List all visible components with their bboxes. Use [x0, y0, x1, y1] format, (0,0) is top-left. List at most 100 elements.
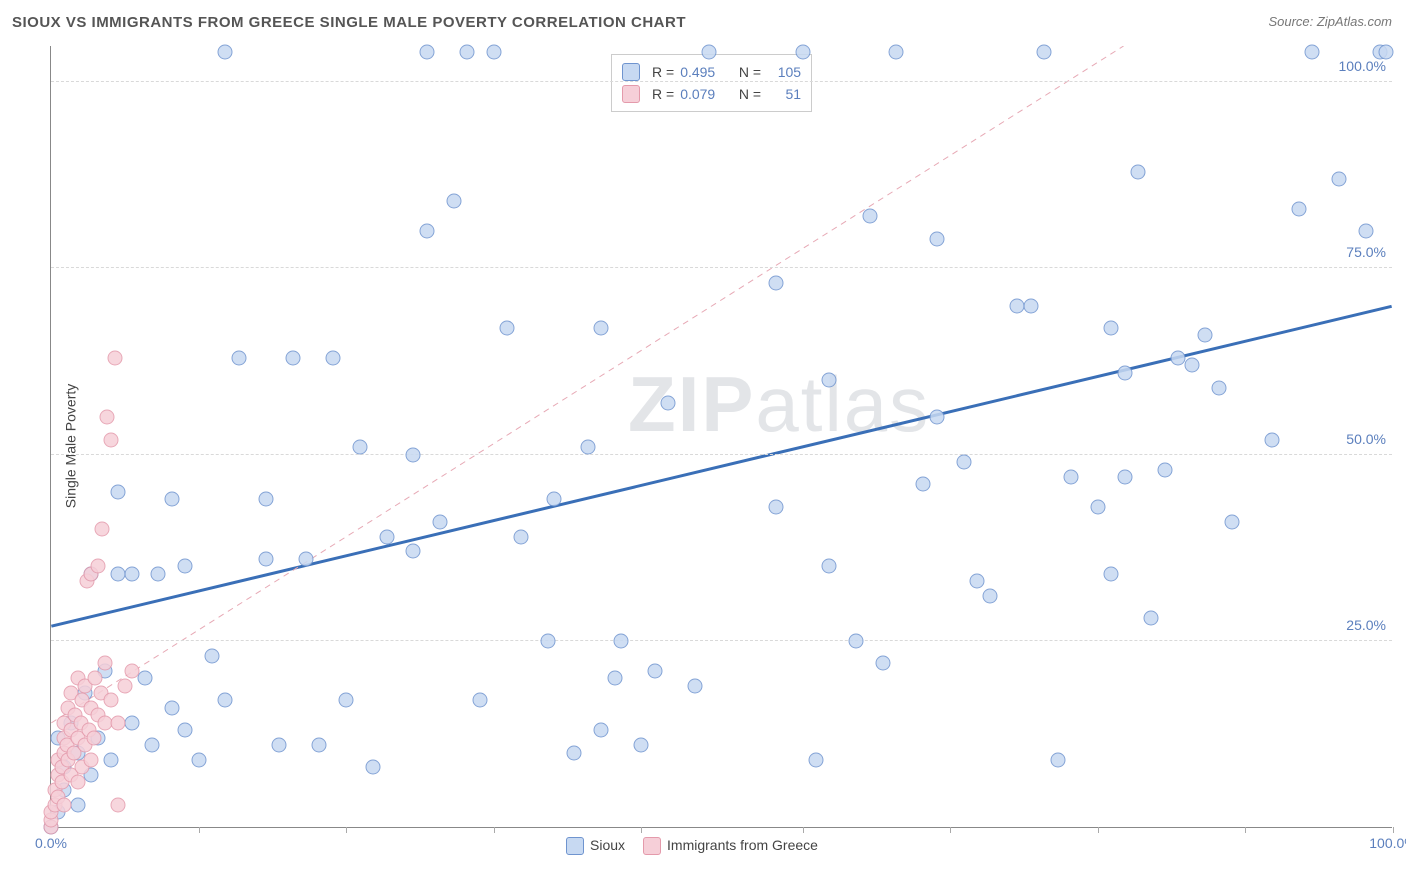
data-point [916, 477, 931, 492]
data-point [956, 455, 971, 470]
legend-item: Immigrants from Greece [643, 837, 818, 855]
correlation-row: R = 0.079 N = 51 [622, 83, 801, 105]
gridline [51, 267, 1392, 268]
legend-bottom: SiouxImmigrants from Greece [566, 837, 818, 855]
trend-line [51, 306, 1391, 626]
data-point [218, 693, 233, 708]
data-point [594, 723, 609, 738]
data-point [1037, 45, 1052, 60]
data-point [285, 350, 300, 365]
data-point [1144, 611, 1159, 626]
data-point [1050, 752, 1065, 767]
data-point [124, 715, 139, 730]
data-point [661, 395, 676, 410]
data-point [70, 775, 85, 790]
data-point [111, 715, 126, 730]
data-point [607, 671, 622, 686]
data-point [298, 551, 313, 566]
data-point [969, 574, 984, 589]
data-point [1104, 566, 1119, 581]
data-point [90, 559, 105, 574]
data-point [144, 738, 159, 753]
data-point [580, 440, 595, 455]
x-tick-label: 100.0% [1369, 835, 1406, 851]
data-point [104, 693, 119, 708]
x-tick-mark [1245, 827, 1246, 833]
data-point [446, 194, 461, 209]
n-label: N = [739, 83, 761, 105]
x-tick-mark [803, 827, 804, 833]
y-tick-label: 50.0% [1346, 431, 1386, 447]
data-point [540, 633, 555, 648]
n-value: 51 [767, 83, 801, 105]
data-point [1379, 45, 1394, 60]
data-point [688, 678, 703, 693]
data-point [151, 566, 166, 581]
x-tick-mark [1393, 827, 1394, 833]
legend-swatch [622, 63, 640, 81]
data-point [100, 410, 115, 425]
data-point [1090, 499, 1105, 514]
data-point [419, 45, 434, 60]
data-point [352, 440, 367, 455]
data-point [1224, 514, 1239, 529]
data-point [473, 693, 488, 708]
data-point [191, 752, 206, 767]
data-point [1265, 432, 1280, 447]
legend-swatch [622, 85, 640, 103]
trend-lines [51, 46, 1392, 827]
data-point [104, 432, 119, 447]
data-point [258, 492, 273, 507]
data-point [70, 797, 85, 812]
data-point [205, 648, 220, 663]
data-point [97, 656, 112, 671]
data-point [567, 745, 582, 760]
data-point [1292, 201, 1307, 216]
data-point [1184, 358, 1199, 373]
gridline [51, 640, 1392, 641]
data-point [86, 730, 101, 745]
r-label: R = [652, 83, 674, 105]
y-tick-label: 75.0% [1346, 244, 1386, 260]
data-point [325, 350, 340, 365]
x-tick-mark [346, 827, 347, 833]
data-point [84, 752, 99, 767]
data-point [1332, 172, 1347, 187]
r-value: 0.079 [680, 83, 715, 105]
data-point [1305, 45, 1320, 60]
data-point [647, 663, 662, 678]
data-point [178, 723, 193, 738]
data-point [1157, 462, 1172, 477]
data-point [164, 492, 179, 507]
n-value: 105 [767, 61, 801, 83]
data-point [111, 484, 126, 499]
data-point [1117, 365, 1132, 380]
data-point [1104, 321, 1119, 336]
data-point [419, 224, 434, 239]
data-point [486, 45, 501, 60]
data-point [124, 566, 139, 581]
n-label: N = [739, 61, 761, 83]
data-point [111, 797, 126, 812]
data-point [339, 693, 354, 708]
data-point [822, 373, 837, 388]
data-point [124, 663, 139, 678]
correlation-box: R = 0.495 N = 105R = 0.079 N = 51 [611, 54, 812, 112]
legend-swatch [643, 837, 661, 855]
data-point [1211, 380, 1226, 395]
data-point [117, 678, 132, 693]
data-point [614, 633, 629, 648]
data-point [57, 797, 72, 812]
data-point [108, 350, 123, 365]
plot-area: ZIPatlas R = 0.495 N = 105R = 0.079 N = … [50, 46, 1392, 828]
data-point [500, 321, 515, 336]
data-point [460, 45, 475, 60]
data-point [795, 45, 810, 60]
data-point [406, 447, 421, 462]
data-point [1023, 298, 1038, 313]
gridline [51, 81, 1392, 82]
x-tick-label: 0.0% [35, 835, 67, 851]
data-point [1063, 469, 1078, 484]
data-point [104, 752, 119, 767]
correlation-row: R = 0.495 N = 105 [622, 61, 801, 83]
